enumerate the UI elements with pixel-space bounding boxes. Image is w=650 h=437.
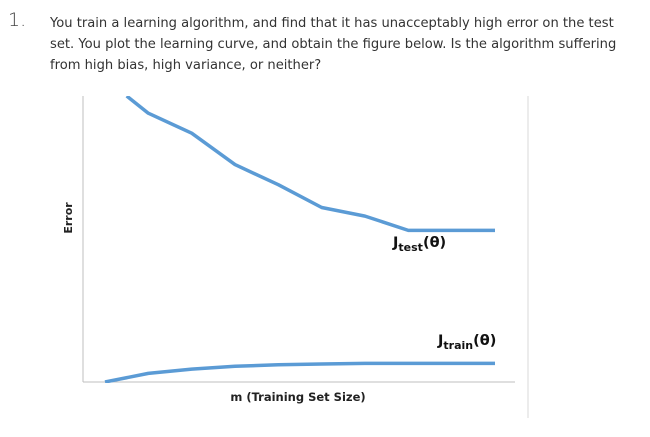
x-axis-label: m (Training Set Size) bbox=[230, 390, 365, 404]
train-error-curve bbox=[104, 361, 495, 383]
test-error-curve bbox=[125, 96, 495, 233]
question-text: You train a learning algorithm, and find… bbox=[50, 16, 617, 73]
y-axis-label: Error bbox=[62, 202, 75, 234]
train-error-label: Jtrain(θ) bbox=[437, 333, 496, 352]
test-error-label: Jtest(θ) bbox=[392, 235, 446, 254]
question-number: 1. bbox=[8, 9, 27, 31]
plot-area: Jtest(θ) Jtrain(θ) bbox=[104, 96, 496, 383]
